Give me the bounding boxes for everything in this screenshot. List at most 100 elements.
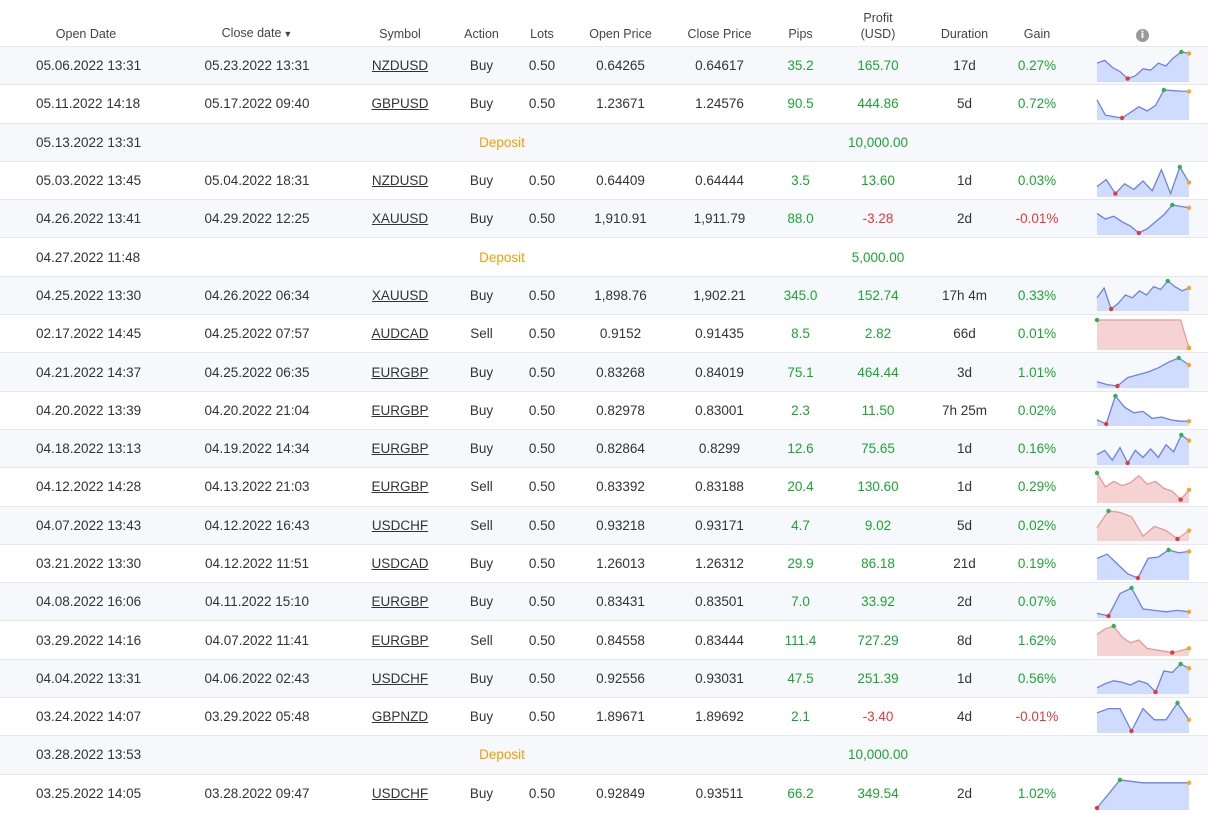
header-info[interactable]: i: [1077, 0, 1208, 47]
gain: 0.27%: [1017, 58, 1057, 74]
sparkline-area: [1096, 358, 1189, 389]
gain: 0.19%: [1017, 556, 1057, 571]
header-gain[interactable]: Gain: [1023, 27, 1051, 41]
close-price: 0.83444: [695, 632, 744, 648]
symbol-link[interactable]: EURGBP: [371, 364, 429, 380]
sparkline-cell: [1077, 544, 1208, 582]
duration: 21d: [953, 556, 976, 571]
close-date: 04.26.2022 06:34: [204, 287, 310, 303]
sparkline-area: [1096, 319, 1189, 350]
gain: 0.02%: [1017, 402, 1057, 418]
trade-row: 04.18.2022 13:13 04.19.2022 14:34 EURGBP Bu…: [0, 429, 1208, 468]
header-close-date[interactable]: Close date ▼: [221, 26, 293, 40]
close-date: 05.04.2022 18:31: [204, 173, 310, 189]
open-date: 02.17.2022 14:45: [36, 326, 142, 342]
close-date: 04.25.2022 06:35: [204, 364, 310, 380]
sparkline-cell: [1077, 621, 1208, 659]
close-price: 0.64617: [695, 58, 744, 74]
symbol-link[interactable]: EURGBP: [371, 632, 429, 648]
symbol-link[interactable]: USDCHF: [371, 517, 429, 533]
action: Buy: [469, 58, 494, 74]
sparkline-high-marker: [1178, 49, 1184, 54]
sparkline-high-marker: [1165, 279, 1170, 284]
open-date: 04.26.2022 13:41: [36, 211, 142, 227]
sparkline-line: [1095, 778, 1189, 808]
open-date: 04.20.2022 13:39: [36, 402, 142, 418]
sparkline-last-marker: [1186, 89, 1191, 94]
info-icon[interactable]: i: [1136, 29, 1149, 42]
symbol-cell: XAUUSD: [342, 276, 458, 314]
symbol-link[interactable]: AUDCAD: [371, 326, 429, 342]
trade-row: 04.07.2022 13:43 04.12.2022 16:43 USDCHF Se…: [0, 506, 1208, 545]
sparkline-cell: [1077, 583, 1208, 621]
symbol-link[interactable]: GBPNZD: [371, 709, 429, 725]
pips: 2.3: [791, 402, 810, 418]
action: Buy: [469, 96, 494, 112]
duration: 3d: [956, 364, 973, 380]
symbol-link[interactable]: GBPUSD: [371, 96, 429, 112]
header-profit[interactable]: Profit (USD): [860, 11, 896, 41]
deposit-amount: 10,000.00: [847, 134, 909, 150]
sparkline-chart: [1096, 662, 1191, 695]
header-lots[interactable]: Lots: [530, 27, 554, 41]
sparkline-high-marker: [1177, 164, 1182, 169]
pips: 8.5: [791, 326, 810, 342]
symbol-link[interactable]: EURGBP: [371, 594, 429, 610]
sparkline-chart: [1096, 49, 1191, 82]
symbol-link[interactable]: EURGBP: [371, 402, 429, 418]
action: Sell: [470, 517, 493, 533]
symbol-link[interactable]: EURGBP: [371, 479, 429, 495]
header-symbol[interactable]: Symbol: [379, 27, 421, 41]
empty-cell: [997, 238, 1077, 276]
close-price: 0.8299: [698, 441, 741, 457]
symbol-link[interactable]: XAUUSD: [371, 211, 429, 227]
trade-row: 03.29.2022 14:16 04.07.2022 11:41 EURGBP Se…: [0, 620, 1208, 659]
lots: 0.50: [528, 326, 556, 342]
profit: 9.02: [864, 517, 892, 533]
header-pips[interactable]: Pips: [788, 27, 813, 41]
pips: 47.5: [787, 670, 814, 686]
sparkline-last-marker: [1186, 717, 1191, 722]
profit: 251.39: [857, 670, 899, 686]
profit: 86.18: [861, 556, 895, 571]
symbol-link[interactable]: USDCHF: [371, 786, 429, 802]
symbol-link[interactable]: USDCAD: [371, 556, 429, 571]
sparkline-cell: [1077, 774, 1208, 812]
profit: -3.28: [862, 211, 894, 227]
header-close-price[interactable]: Close Price: [687, 27, 752, 41]
close-date: 04.06.2022 02:43: [204, 670, 310, 686]
symbol-link[interactable]: EURGBP: [371, 441, 429, 457]
trade-row: 05.03.2022 13:45 05.04.2022 18:31 NZDUSD Bu…: [0, 161, 1208, 199]
empty-cell: [662, 238, 777, 276]
sparkline-last-marker: [1186, 528, 1191, 534]
action: Buy: [469, 441, 494, 457]
open-date: 03.29.2022 14:16: [36, 632, 142, 648]
lots: 0.50: [528, 517, 556, 533]
header-duration[interactable]: Duration: [940, 27, 989, 41]
gain: 0.72%: [1017, 96, 1057, 112]
close-price: 0.83188: [695, 479, 744, 495]
sparkline-area: [1096, 779, 1189, 810]
sparkline-line: [1096, 319, 1190, 348]
header-open-date[interactable]: Open Date: [55, 27, 117, 41]
header-open-price[interactable]: Open Price: [589, 27, 652, 41]
lots: 0.50: [528, 402, 556, 418]
sort-desc-icon: ▼: [283, 29, 293, 39]
duration: 17h 4m: [941, 287, 988, 303]
sparkline-area: [1096, 664, 1189, 695]
symbol-cell: XAUUSD: [342, 200, 458, 238]
close-date: 05.17.2022 09:40: [204, 96, 310, 112]
sparkline-chart: [1094, 470, 1191, 503]
symbol-link[interactable]: USDCHF: [371, 670, 429, 686]
symbol-link[interactable]: NZDUSD: [371, 173, 429, 189]
deposit-row: 03.28.2022 13:53 Deposit 10,000.00: [0, 735, 1208, 775]
action: Buy: [469, 594, 494, 610]
gain: 0.29%: [1017, 479, 1057, 495]
symbol-link[interactable]: XAUUSD: [371, 287, 429, 303]
header-action[interactable]: Action: [464, 27, 499, 41]
symbol-link[interactable]: NZDUSD: [371, 58, 429, 74]
duration: 17d: [953, 58, 976, 74]
close-date: 04.11.2022 15:10: [204, 594, 310, 610]
deposit-amount: 10,000.00: [847, 747, 909, 763]
empty-cell: [1077, 123, 1208, 161]
